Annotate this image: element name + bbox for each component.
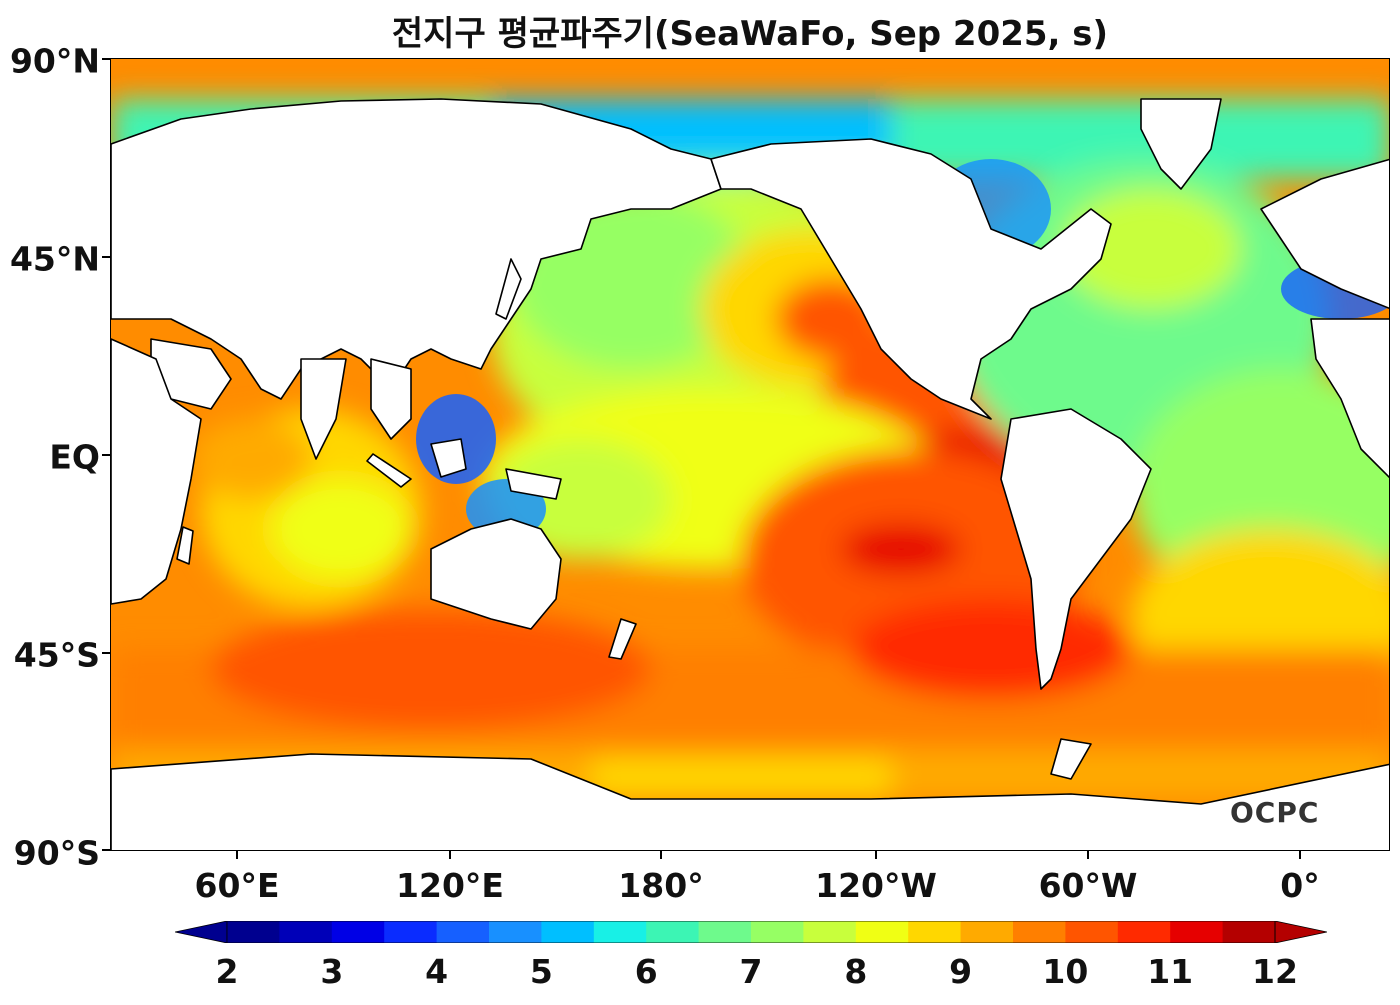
lat-tick [102,849,110,851]
map-title: 전지구 평균파주기(SeaWaFo, Sep 2025, s) [391,14,1109,54]
colorbar-segments [175,921,1327,943]
lon-label-120w: 120°W [815,866,937,905]
lon-label-120e: 120°E [396,866,504,905]
madagascar-landmass [176,526,194,565]
eurasia-landmass [111,98,722,400]
colorbar-tick-label: 8 [844,952,868,991]
indochina-landmass [370,358,412,440]
japan-landmass [495,258,522,320]
europe-landmass [1260,158,1389,310]
colorbar-extend-low [175,921,228,943]
borneo-landmass [430,438,467,478]
lon-tick [1087,851,1089,859]
colorbar-segment [960,921,1014,943]
lat-tick [102,454,110,456]
lat-tick [102,652,110,654]
lat-label-90s: 90°S [13,833,100,873]
australia-landmass [430,518,562,630]
colorbar-tick-label: 10 [1042,952,1089,991]
lat-label-45s: 45°S [13,635,100,675]
new-zealand-landmass [608,618,637,660]
colorbar-segment [1222,921,1276,943]
ocpc-logo: OCPC [1230,796,1320,829]
lon-tick [1299,851,1301,859]
lon-label-0: 0° [1280,866,1320,905]
colorbar-tick-label: 4 [425,952,449,991]
colorbar-segment [279,921,333,943]
lat-label-45n: 45°N [9,239,100,279]
new-guinea-landmass [505,468,562,500]
colorbar-segment [331,921,385,943]
colorbar-segment [1117,921,1171,943]
north-america-landmass [710,138,1112,420]
colorbar-tick-label: 5 [529,952,553,991]
west-africa-landmass [1310,318,1389,479]
colorbar-segment [541,921,595,943]
colorbar-tick-label: 2 [215,952,239,991]
colorbar-tick-label: 9 [949,952,973,991]
lon-label-60e: 60°E [194,866,280,905]
lon-tick [236,851,238,859]
colorbar [175,921,1327,943]
colorbar-tick-label: 3 [320,952,344,991]
colorbar-tick-label: 6 [634,952,658,991]
lon-label-60w: 60°W [1038,866,1138,905]
colorbar-extend-high [1274,921,1327,943]
map-canvas [111,59,1389,850]
colorbar-segment [751,921,804,943]
lat-label-eq: EQ [49,437,100,477]
colorbar-tick-label: 12 [1252,952,1298,991]
lon-tick [449,851,451,859]
greenland-landmass [1140,98,1222,190]
lon-label-180: 180° [618,866,704,905]
sumatra-landmass [366,453,412,488]
colorbar-segment [489,921,542,943]
colorbar-tick-label: 7 [739,952,763,991]
colorbar-segment [803,921,857,943]
colorbar-segment [384,921,438,943]
india-landmass [300,358,347,460]
colorbar-segment [855,921,909,943]
colorbar-tick-label: 11 [1147,952,1194,991]
colorbar-outline [226,921,1276,943]
lat-tick [102,58,110,60]
colorbar-segment [698,921,752,943]
landmasses [111,98,1389,850]
colorbar-segment [1065,921,1119,943]
lon-tick [875,851,877,859]
south-america-landmass [1000,408,1152,690]
wave-period-map [110,58,1390,851]
colorbar-segment [436,921,490,943]
antarctica-landmass [111,753,1389,850]
lon-tick [660,851,662,859]
colorbar-segment [593,921,647,943]
antarctic-peninsula-landmass [1050,738,1092,780]
colorbar-segment [1170,921,1224,943]
colorbar-segment [646,921,700,943]
colorbar-segment [1013,921,1066,943]
lat-label-90n: 90°N [9,41,100,81]
colorbar-segment [227,921,280,943]
colorbar-segment [908,921,962,943]
lat-tick [102,256,110,258]
africa-landmass [111,338,202,605]
